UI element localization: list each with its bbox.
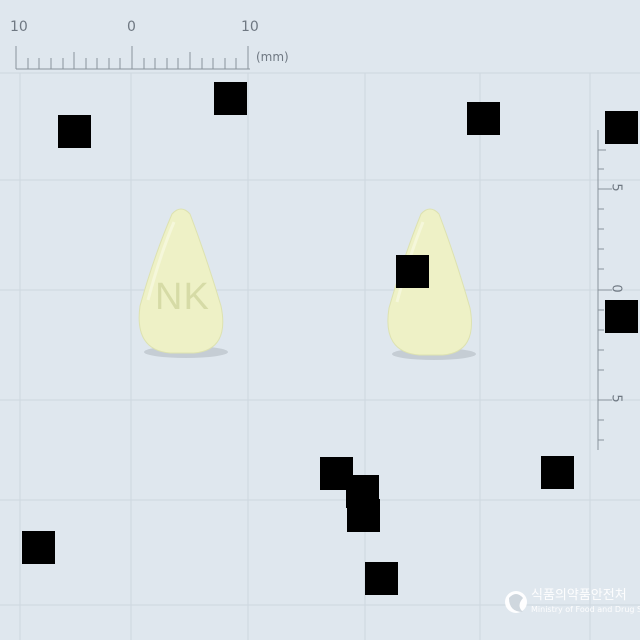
tablet-back — [387, 208, 472, 356]
redaction-box — [58, 115, 91, 148]
side-label-0: 0 — [608, 284, 624, 293]
right-ruler — [597, 130, 612, 450]
ruler-unit: (mm) — [256, 50, 289, 64]
redaction-box — [347, 499, 380, 532]
redaction-box — [22, 531, 55, 564]
redaction-box — [396, 255, 429, 288]
grid — [0, 72, 640, 640]
redaction-box — [365, 562, 398, 595]
redaction-box — [467, 102, 500, 135]
redaction-box — [214, 82, 247, 115]
redaction-box — [541, 456, 574, 489]
redaction-box — [605, 111, 638, 144]
mfds-logo — [505, 591, 527, 613]
ruler-label-left-10: 10 — [10, 19, 28, 35]
redaction-box — [605, 300, 638, 333]
watermark-english: Ministry of Food and Drug Safety — [531, 605, 640, 614]
top-ruler — [15, 46, 250, 70]
tablet-imprint: NK — [155, 276, 210, 318]
tablet-highlight — [146, 221, 176, 301]
side-label-bottom-5: 5 — [608, 394, 624, 403]
side-label-top-5: 5 — [608, 183, 624, 192]
ruler-label-0: 0 — [127, 19, 136, 35]
ruler-label-right-10: 10 — [241, 19, 259, 35]
tablet-front — [138, 208, 224, 354]
watermark-korean: 식품의약품안전처 — [531, 588, 627, 603]
